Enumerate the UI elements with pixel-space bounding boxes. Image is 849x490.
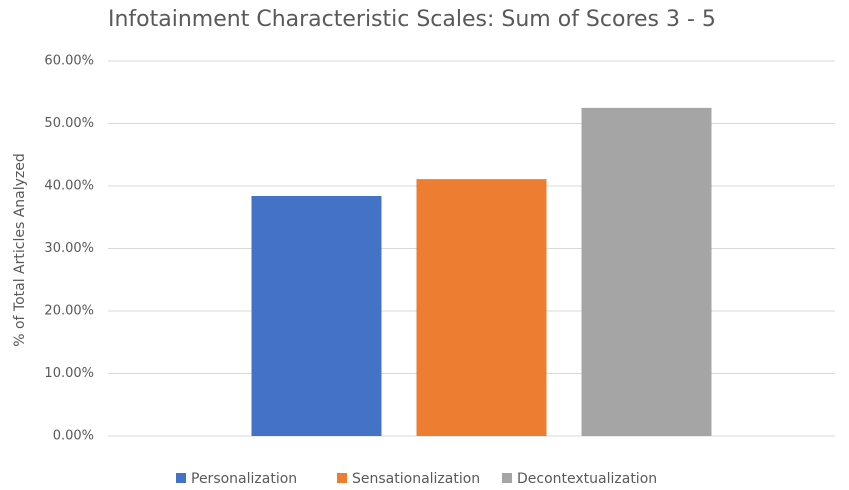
- bar: [581, 107, 712, 436]
- y-tick-label: 30.00%: [44, 241, 94, 256]
- legend-swatch: [337, 473, 347, 483]
- legend-swatch: [176, 473, 186, 483]
- legend-label: Sensationalization: [352, 471, 480, 487]
- y-axis-label: % of Total Articles Analyzed: [12, 153, 28, 347]
- legend-label: Decontextualization: [517, 471, 657, 487]
- y-tick-label: 20.00%: [44, 304, 94, 319]
- legend-label: Personalization: [191, 471, 297, 487]
- y-tick-label: 0.00%: [53, 429, 94, 444]
- legend-swatch: [502, 473, 512, 483]
- bar: [251, 196, 382, 436]
- y-tick-label: 40.00%: [44, 179, 94, 194]
- y-tick-label: 10.00%: [44, 366, 94, 381]
- bar: [416, 179, 547, 436]
- chart-title: Infotainment Characteristic Scales: Sum …: [108, 7, 716, 32]
- y-tick-label: 60.00%: [44, 54, 94, 69]
- y-tick-label: 50.00%: [44, 116, 94, 131]
